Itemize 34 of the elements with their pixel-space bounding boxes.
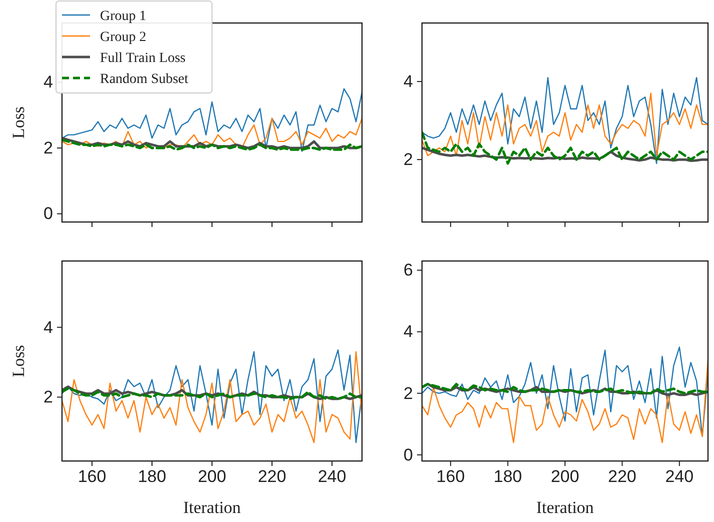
line-series [422,131,708,165]
x-tick-label: 180 [138,467,166,486]
y-axis-title: Loss [9,106,28,139]
x-tick-label: 220 [608,467,636,486]
legend-label: Random Subset [100,72,188,87]
y-tick-label: 2 [404,384,413,403]
y-tick-label: 4 [44,72,53,92]
y-tick-label: 4 [404,72,413,91]
x-tick-label: 240 [318,467,346,486]
y-tick-label: 6 [404,260,413,280]
line-series [422,92,708,156]
y-tick-label: 2 [44,388,53,407]
x-tick-label: 200 [550,467,580,486]
x-axis-title: Iteration [536,498,594,517]
y-tick-label: 4 [404,322,413,342]
legend-label: Group 2 [100,30,146,45]
x-tick-label: 160 [78,467,106,486]
line-series [422,77,708,164]
x-tick-label: 160 [436,467,465,486]
y-tick-label: 4 [44,318,53,337]
line-series [62,88,362,152]
x-tick-label: 200 [198,467,226,486]
y-tick-label: 0 [404,445,413,464]
x-tick-label: 220 [258,467,286,486]
x-tick-label: 180 [494,467,522,486]
y-tick-label: 2 [44,138,53,158]
x-tick-label: 240 [665,467,694,486]
line-series [422,358,708,444]
y-axis-title: Loss [9,344,28,378]
legend-label: Group 1 [100,9,146,24]
y-tick-label: 0 [44,204,53,224]
x-axis-title: Iteration [183,498,242,517]
legend-label: Full Train Loss [100,51,186,66]
y-tick-label: 2 [404,150,413,170]
